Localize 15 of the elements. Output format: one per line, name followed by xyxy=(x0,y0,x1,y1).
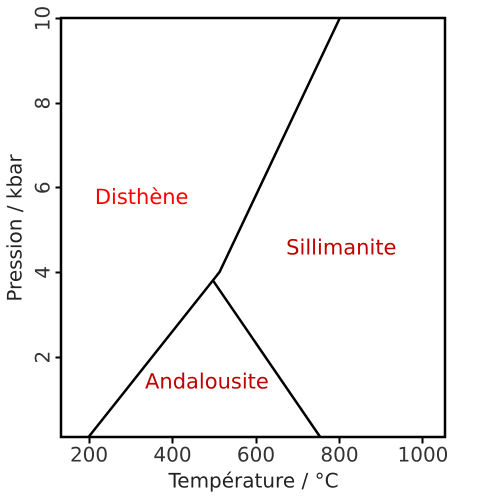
x-axis-title: Température / °C xyxy=(167,468,339,492)
y-axis-title: Pression / kbar xyxy=(2,154,26,302)
annotation: Sillimanite xyxy=(286,235,396,260)
x-tick-label: 800 xyxy=(320,442,359,466)
y-tick-label: 4 xyxy=(30,266,54,279)
y-tick-label: 6 xyxy=(30,181,54,194)
x-tick-label: 400 xyxy=(153,442,192,466)
y-tick-label: 8 xyxy=(30,96,54,110)
x-tick-label: 200 xyxy=(70,442,108,466)
y-tick-label: 2 xyxy=(30,350,54,364)
x-tick-label: 600 xyxy=(236,442,276,466)
x-tick-label: 1000 xyxy=(398,442,448,466)
annotation: Disthène xyxy=(94,185,188,210)
annotation: Andalousite xyxy=(145,370,269,394)
y-tick-label: 10 xyxy=(30,6,54,32)
